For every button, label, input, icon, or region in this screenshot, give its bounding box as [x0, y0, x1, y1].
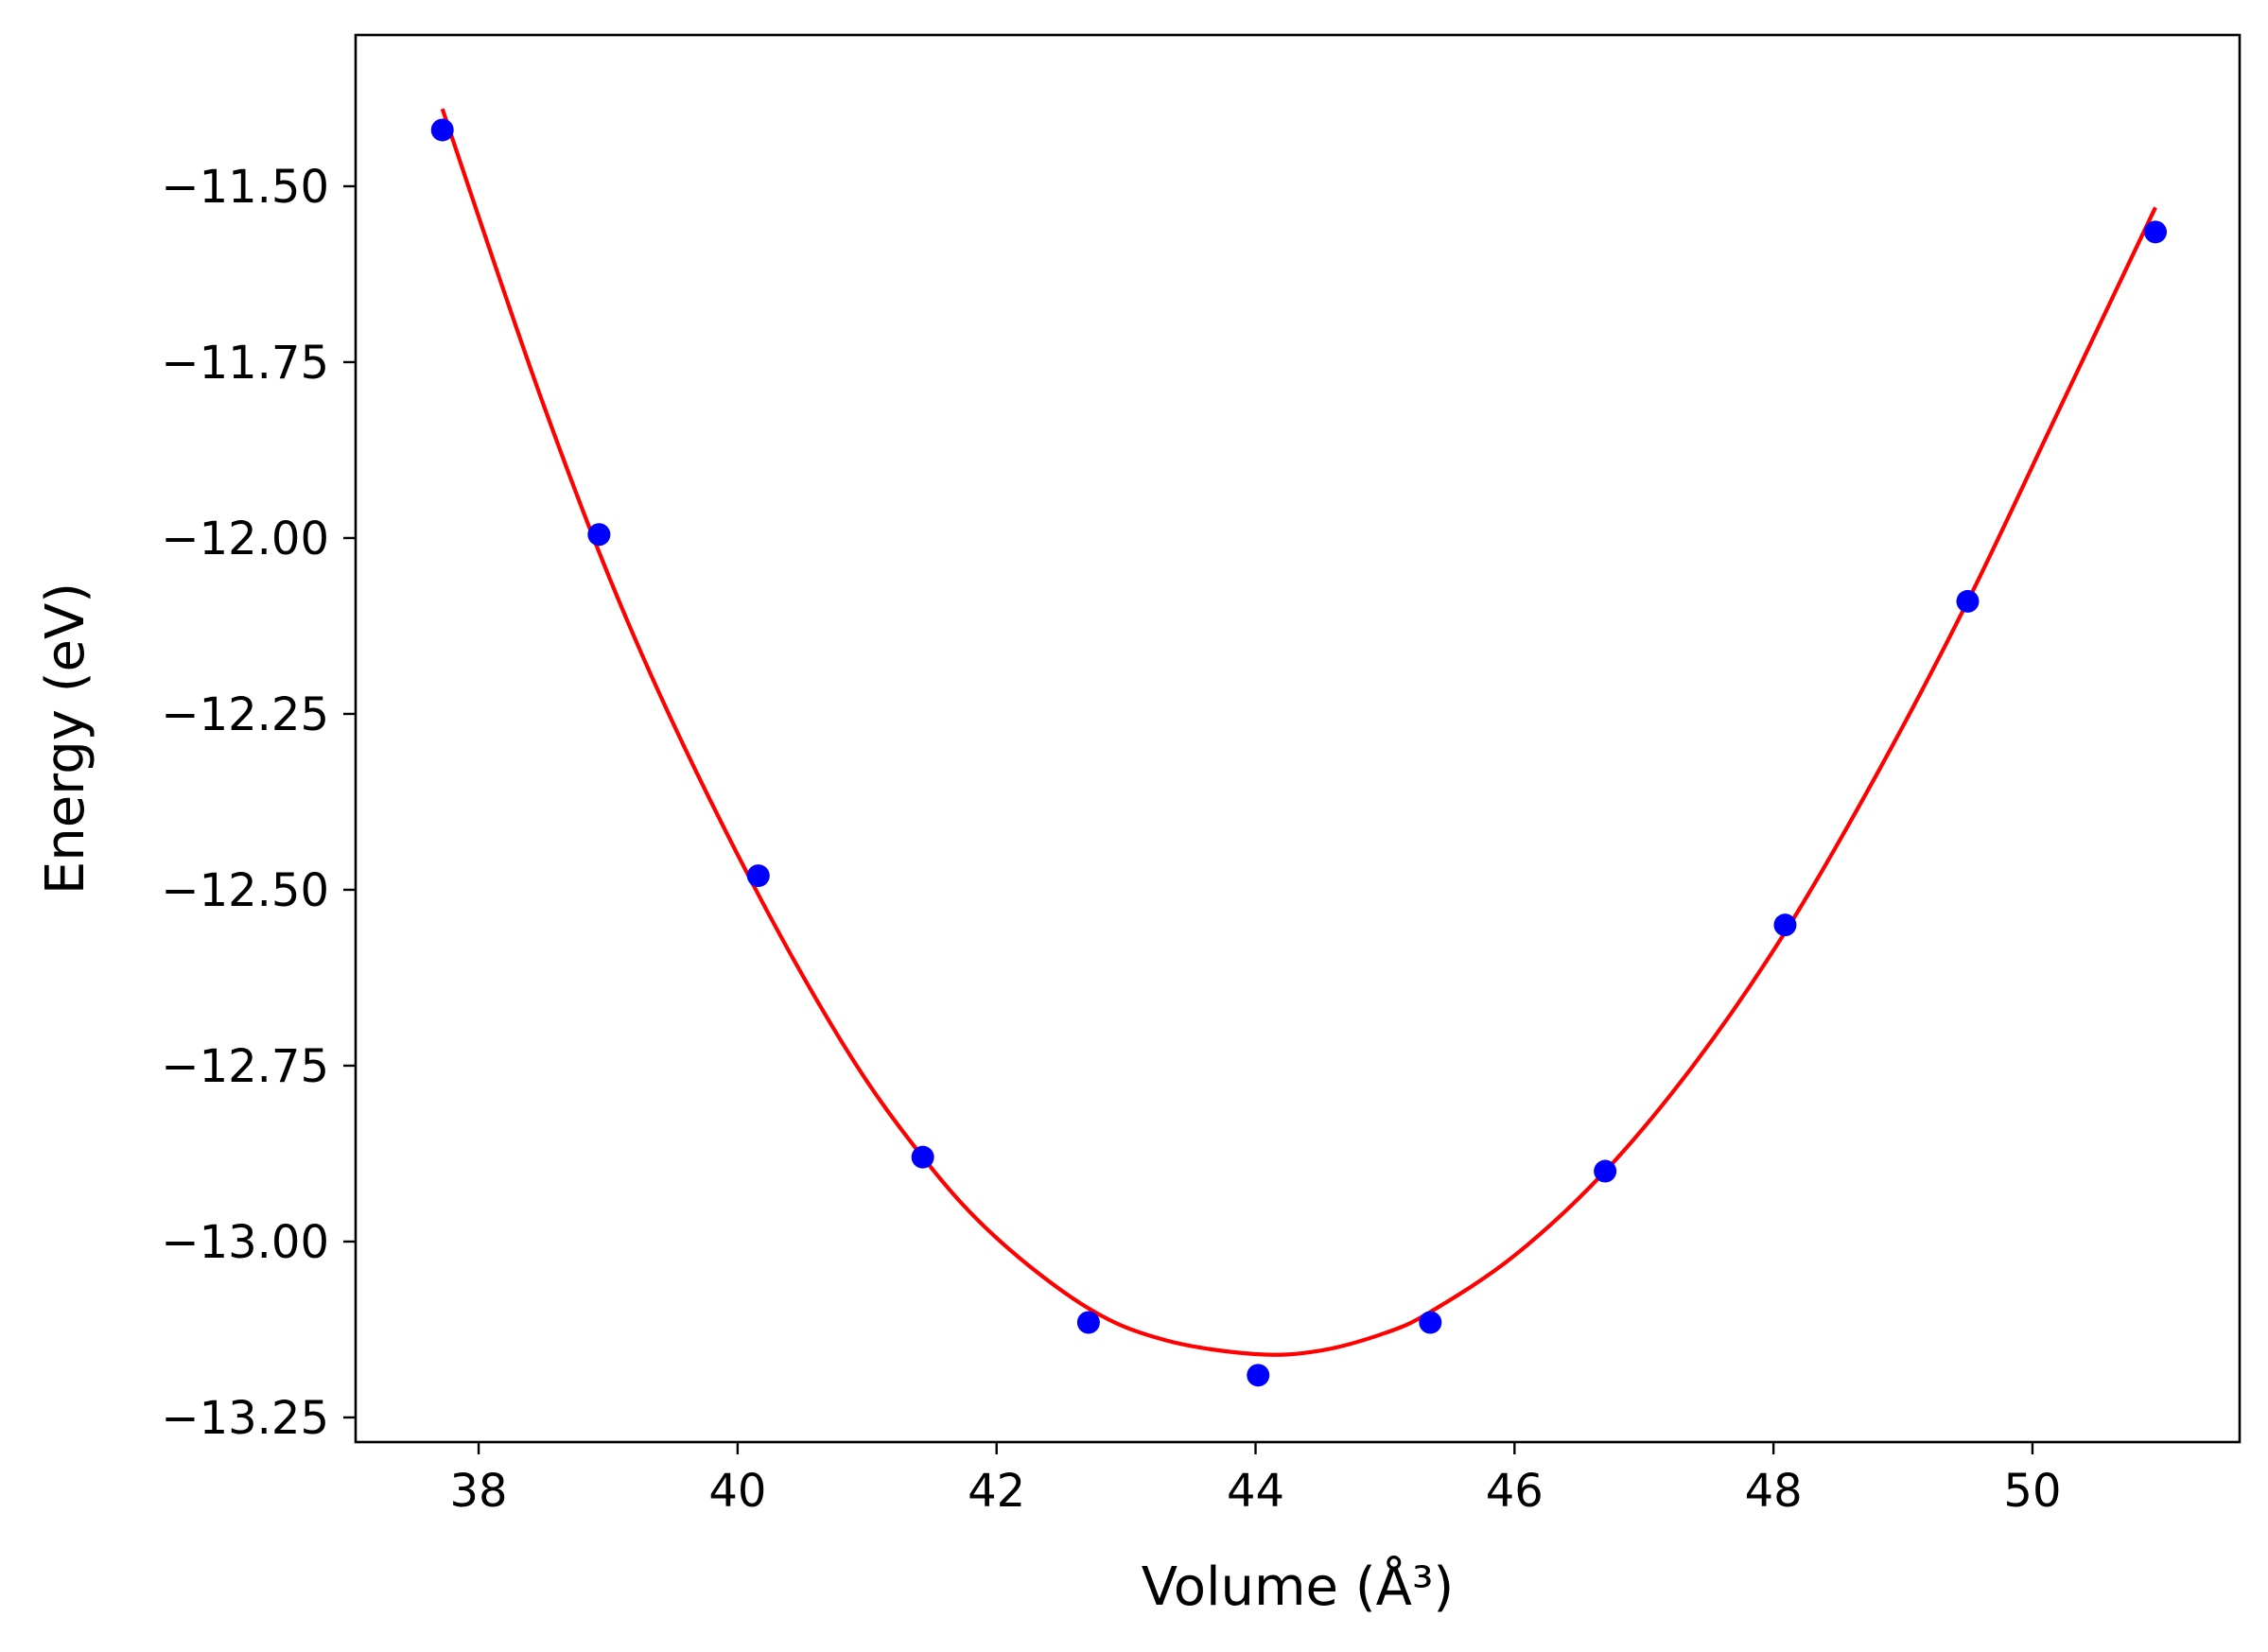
- x-tick-label: 44: [1227, 1465, 1284, 1518]
- data-point: [1956, 589, 1980, 613]
- x-tick-label: 46: [1486, 1465, 1544, 1518]
- data-point: [1419, 1311, 1442, 1334]
- y-tick-label: −13.00: [161, 1216, 329, 1269]
- data-point: [1076, 1311, 1100, 1334]
- x-tick-label: 48: [1745, 1465, 1803, 1518]
- data-point: [1773, 913, 1797, 937]
- y-tick-label: −13.25: [161, 1392, 329, 1445]
- data-point: [746, 864, 770, 888]
- y-tick-label: −11.50: [161, 161, 329, 214]
- x-axis-title: Volume (Å³): [1142, 1556, 1455, 1618]
- plot-frame: [354, 33, 2242, 1444]
- series-layer: [430, 108, 2168, 1387]
- x-tick-label: 38: [450, 1465, 508, 1518]
- data-point: [911, 1145, 934, 1169]
- y-tick-label: −12.50: [161, 864, 329, 917]
- y-tick-label: −12.25: [161, 688, 329, 741]
- data-point: [430, 118, 454, 142]
- x-tick-label: 42: [968, 1465, 1025, 1518]
- y-axis-ticks: −11.50 −11.75 −12.00 −12.25 −12.50 −12.75 −13.…: [161, 161, 356, 1445]
- data-point: [1247, 1364, 1270, 1387]
- x-tick-label: 40: [708, 1465, 766, 1518]
- fit-curve: [440, 108, 2157, 1357]
- x-axis-ticks: 38 40 42 44 46 48 50: [450, 1442, 2061, 1518]
- y-tick-label: −11.75: [161, 337, 329, 390]
- data-point: [2144, 220, 2168, 244]
- y-tick-label: −12.75: [161, 1040, 329, 1093]
- x-tick-label: 50: [2003, 1465, 2061, 1518]
- y-axis-title: Energy (eV): [35, 583, 96, 895]
- y-tick-label: −12.00: [161, 513, 329, 565]
- data-point: [587, 523, 611, 547]
- data-point: [1594, 1159, 1617, 1183]
